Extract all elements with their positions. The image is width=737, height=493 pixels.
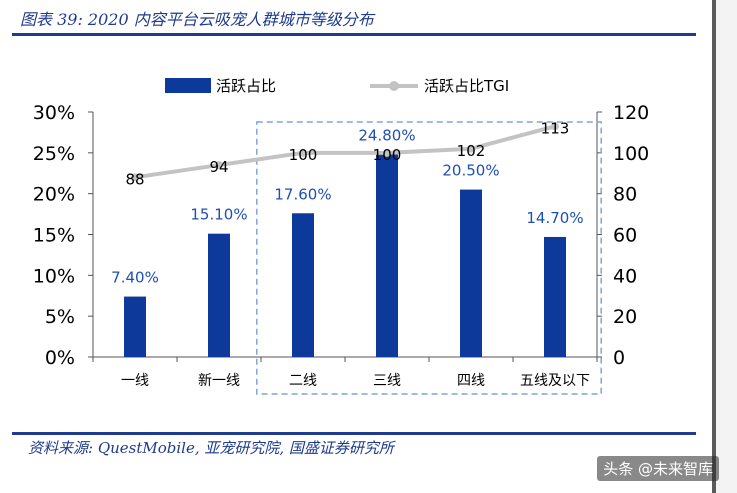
y-right-tick-label: 40 [613, 265, 637, 287]
y-left-tick-label: 15% [33, 225, 75, 247]
y-right-tick-label: 20 [613, 306, 637, 328]
bar [460, 189, 482, 357]
tgi-value-label: 113 [541, 119, 570, 137]
tgi-value-label: 102 [457, 142, 486, 160]
tgi-point [131, 173, 139, 182]
bar-value-label: 15.10% [190, 206, 247, 224]
source-rule [12, 432, 696, 435]
bar-value-label: 20.50% [442, 162, 499, 180]
highlight-box [256, 121, 602, 395]
tgi-line [134, 124, 556, 180]
tgi-point [215, 161, 223, 170]
y-right-tick-label: 120 [613, 102, 649, 124]
y-left-tick-label: 20% [33, 184, 75, 206]
y-left-tick-label: 10% [33, 265, 75, 287]
legend-bar-label: 活跃占比 [216, 77, 276, 95]
tgi-value-label: 100 [373, 146, 402, 164]
legend-line-marker [389, 81, 399, 91]
x-category-label: 四线 [457, 373, 485, 389]
tgi-value-label: 94 [209, 158, 228, 176]
tgi-point [467, 144, 475, 153]
tgi-value-label: 100 [289, 146, 318, 164]
y-left-tick-label: 30% [33, 102, 75, 124]
y-right-tick-label: 80 [613, 184, 637, 206]
bar [124, 296, 146, 357]
bar [544, 236, 566, 357]
bar-value-label: 14.70% [526, 209, 583, 227]
watermark: 头条 @未来智库 [597, 456, 719, 481]
figure-title: 图表 39: 2020 内容平台云吸宠人群城市等级分布 [20, 10, 374, 29]
bar-value-label: 17.60% [274, 185, 331, 203]
y-right-tick-label: 0 [613, 347, 625, 369]
x-category-label: 三线 [373, 373, 401, 389]
chart-svg: 活跃占比 活跃占比TGI 0% 5% 10% 15% 20% 25% 30% 0 20 40 60 8… [33, 77, 649, 395]
x-category-label: 新一线 [198, 373, 240, 389]
y-left-tick-label: 0% [45, 347, 75, 369]
title-rule [12, 33, 696, 36]
y-left-tick-label: 25% [33, 143, 75, 165]
bar [292, 213, 314, 357]
x-category-label: 二线 [289, 373, 317, 389]
source-note: 资料来源: QuestMobile, 亚宠研究院, 国盛证券研究所 [28, 439, 394, 457]
legend-line-label: 活跃占比TGI [424, 77, 509, 95]
x-category-label: 五线及以下 [520, 373, 590, 389]
legend-bar-swatch [165, 78, 211, 93]
y-right-tick-label: 60 [613, 225, 637, 247]
tgi-point [299, 148, 307, 157]
tgi-point [551, 122, 559, 131]
x-category-label: 一线 [121, 373, 149, 389]
bar [208, 233, 230, 357]
tgi-value-label: 88 [125, 170, 144, 188]
bar-value-label: 7.40% [111, 269, 159, 287]
y-left-tick-label: 5% [45, 306, 75, 328]
y-right-tick-label: 100 [613, 143, 649, 165]
bar-value-label: 24.80% [358, 126, 415, 144]
bar [376, 154, 398, 357]
legend: 活跃占比 活跃占比TGI [165, 77, 509, 95]
tgi-point [383, 148, 391, 157]
window-edge-inner [716, 0, 737, 493]
